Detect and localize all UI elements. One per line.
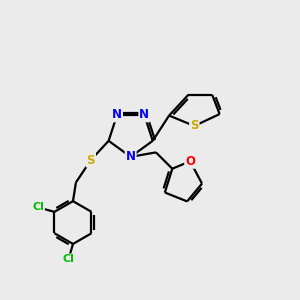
Text: Cl: Cl	[32, 202, 44, 212]
Text: N: N	[112, 108, 122, 122]
Text: S: S	[86, 154, 95, 166]
Text: Cl: Cl	[63, 254, 74, 264]
Text: N: N	[126, 150, 136, 163]
Text: S: S	[190, 119, 199, 133]
Text: O: O	[185, 155, 195, 168]
Text: N: N	[139, 108, 149, 122]
